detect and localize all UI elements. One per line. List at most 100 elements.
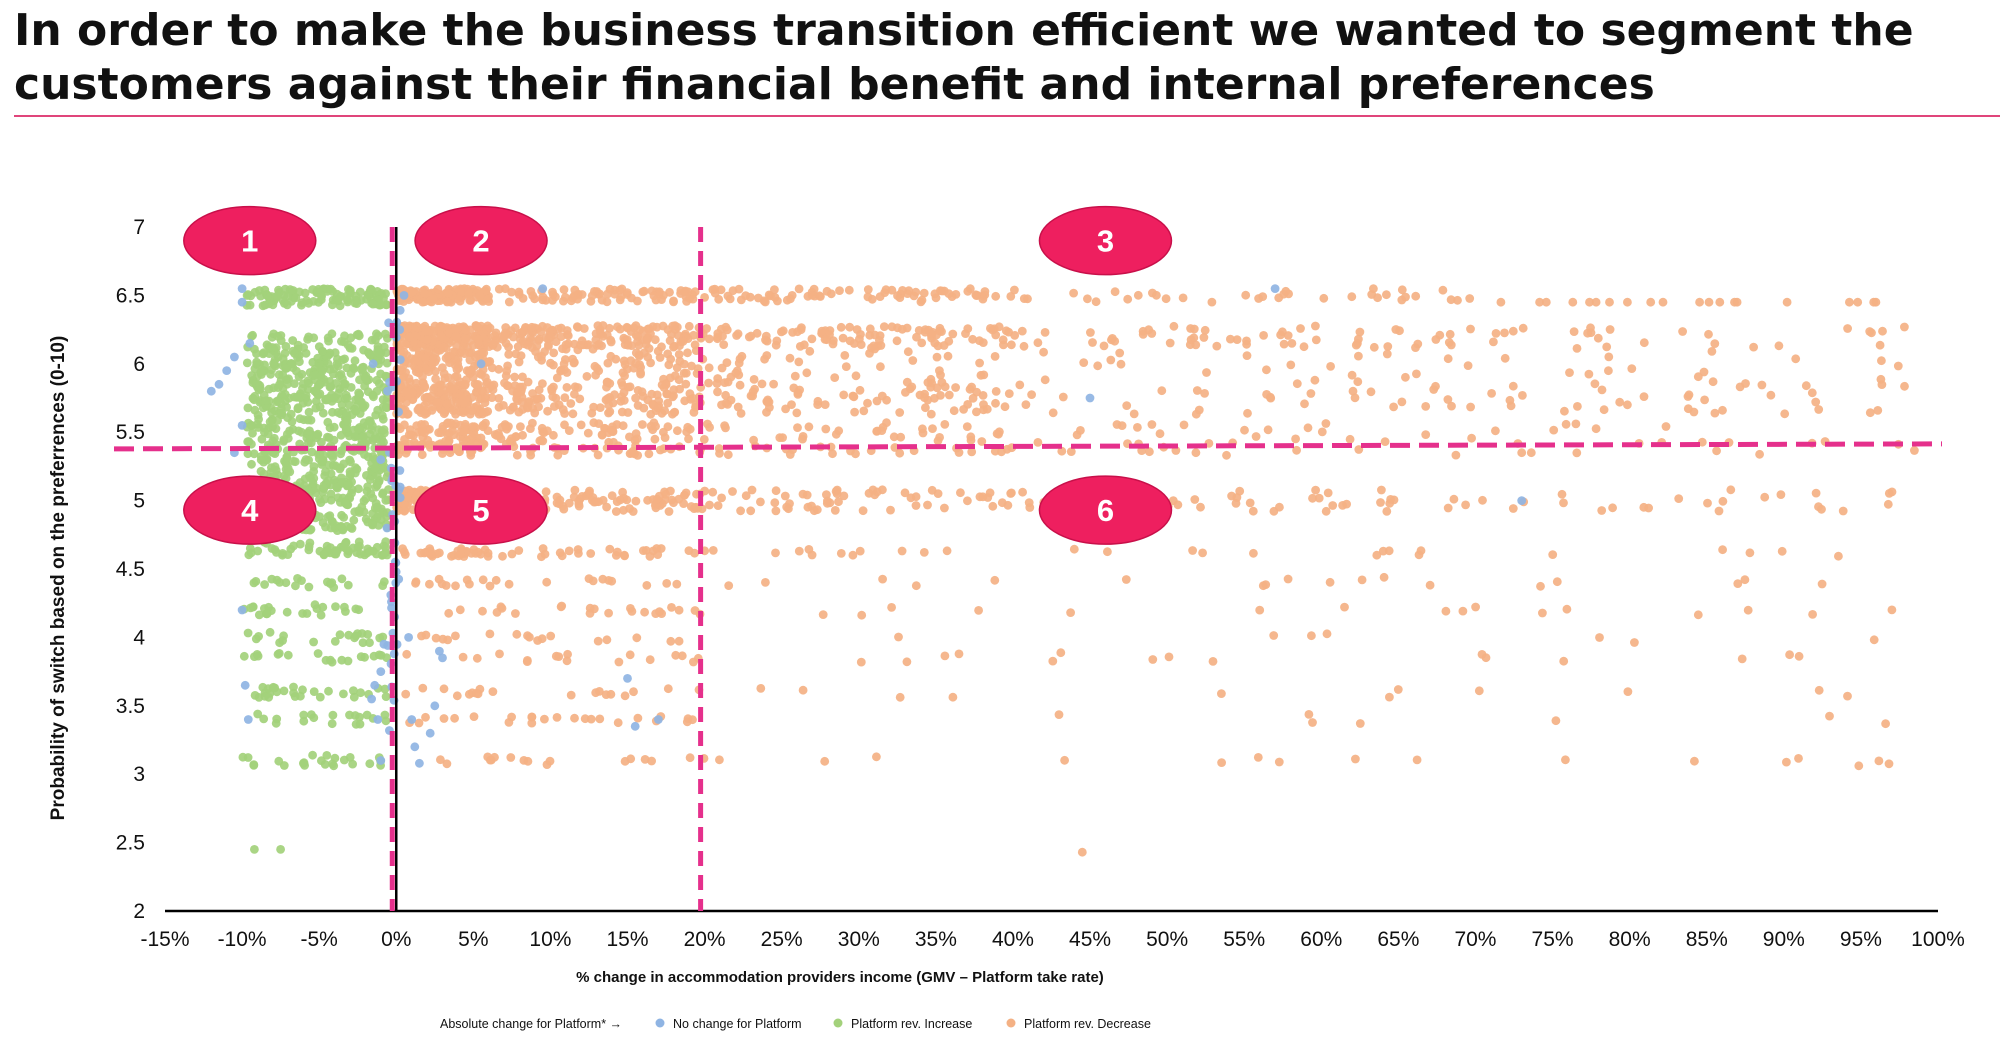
scatter-point-decrease [433,284,443,294]
scatter-point-increase [341,423,351,433]
scatter-point-decrease [1412,755,1422,765]
scatter-point-decrease [678,337,688,346]
scatter-point-decrease [985,488,995,498]
scatter-point-no-change [240,680,250,690]
scatter-point-decrease [620,550,629,560]
scatter-point-decrease [690,548,699,558]
scatter-point-decrease [1605,325,1615,334]
scatter-point-decrease [1376,498,1385,507]
scatter-point-decrease [605,284,615,294]
scatter-point-decrease [613,718,623,728]
scatter-point-decrease [1477,650,1487,659]
scatter-point-decrease [1910,446,1919,455]
scatter-point-decrease [1438,285,1448,295]
scatter-point-decrease [488,339,498,349]
scatter-point-decrease [926,382,936,392]
scatter-point-increase [356,652,366,661]
scatter-point-no-change [368,359,378,369]
scatter-point-decrease [562,383,572,392]
scatter-point-decrease [1465,294,1475,303]
scatter-point-decrease [926,409,936,419]
x-tick-label: 70% [1454,928,1496,951]
scatter-point-increase [355,541,364,551]
scatter-point-decrease [836,322,846,332]
scatter-point-increase [260,427,269,437]
scatter-point-decrease [495,649,504,659]
scatter-point-decrease [400,435,409,444]
x-tick-label: 55% [1223,928,1265,951]
scatter-point-decrease [1699,367,1709,377]
scatter-point-increase [365,350,375,360]
scatter-point-decrease [1191,409,1201,419]
scatter-point-decrease [836,549,846,558]
scatter-point-increase [381,692,391,701]
scatter-point-no-change [630,721,640,731]
scatter-point-decrease [560,420,569,430]
scatter-point-increase [243,403,253,413]
scatter-point-decrease [1623,297,1632,307]
legend-marker [833,1018,843,1028]
scatter-point-decrease [1708,377,1718,387]
scatter-point-decrease [1825,711,1834,721]
scatter-point-decrease [1700,395,1709,405]
scatter-point-decrease [455,605,465,615]
scatter-point-decrease [1169,321,1179,331]
scatter-point-increase [357,502,367,512]
scatter-point-increase [279,761,289,770]
scatter-point-decrease [1314,493,1324,503]
scatter-point-decrease [396,346,405,355]
scatter-point-decrease [1307,631,1316,641]
scatter-point-decrease [1217,689,1226,698]
scatter-point-decrease [1561,755,1570,765]
scatter-point-decrease [468,422,477,432]
scatter-point-increase [331,546,341,555]
scatter-point-decrease [1048,656,1058,666]
scatter-point-decrease [1491,329,1501,338]
scatter-point-decrease [591,329,601,338]
scatter-point-no-change [237,297,247,307]
scatter-point-increase [347,344,357,353]
scatter-point-decrease [667,330,676,339]
scatter-point-decrease [1083,294,1092,304]
scatter-point-decrease [444,608,454,618]
scatter-point-increase [271,343,281,353]
scatter-point-decrease [473,334,483,344]
scatter-point-decrease [1411,291,1421,301]
scatter-point-decrease [830,373,840,382]
scatter-point-decrease [504,718,514,727]
scatter-point-decrease [782,295,792,305]
scatter-point-decrease [1091,297,1101,307]
scatter-point-decrease [1559,656,1569,666]
scatter-point-increase [318,602,328,612]
y-tick-label: 3 [133,763,145,786]
scatter-point-decrease [1348,386,1358,396]
scatter-point-decrease [710,284,720,294]
scatter-point-decrease [626,754,636,764]
scatter-point-decrease [1703,498,1712,508]
scatter-point-decrease [821,424,831,434]
scatter-point-decrease [882,418,891,428]
scatter-point-decrease [613,547,622,557]
scatter-point-decrease [523,340,533,350]
scatter-point-decrease [615,285,625,295]
scatter-point-decrease [1881,719,1890,729]
y-tick-label: 2 [133,900,145,923]
scatter-point-decrease [1715,297,1725,307]
scatter-point-increase [326,382,336,392]
scatter-point-decrease [1286,360,1296,370]
scatter-point-decrease [640,607,649,617]
scatter-point-decrease [1572,448,1582,458]
scatter-point-increase [325,511,335,520]
scatter-point-decrease [625,650,635,660]
scatter-point-decrease [855,546,865,556]
scatter-point-decrease [653,346,663,356]
scatter-point-decrease [845,322,855,332]
scatter-point-increase [254,610,264,620]
scatter-point-decrease [1382,507,1392,516]
scatter-point-decrease [615,295,625,305]
legend-marker [1006,1018,1016,1028]
scatter-point-decrease [681,488,691,498]
scatter-point-decrease [566,399,576,408]
scatter-point-decrease [718,331,727,341]
scatter-point-increase [295,357,304,367]
